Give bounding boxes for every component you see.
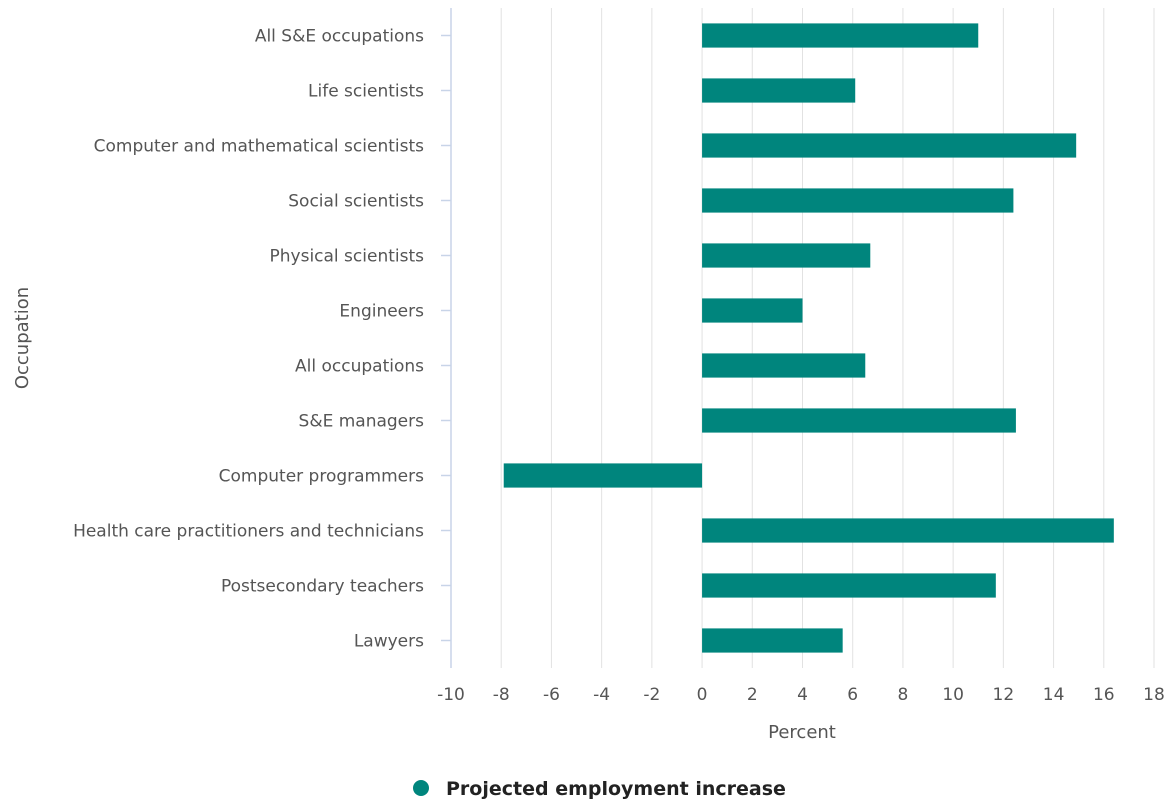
x-tick-label: 0 <box>697 685 708 705</box>
category-label: Health care practitioners and technician… <box>73 522 424 542</box>
category-label: All S&E occupations <box>255 27 424 47</box>
x-tick-label: -4 <box>593 685 610 705</box>
x-tick-label: 16 <box>1093 685 1115 705</box>
category-label: Computer programmers <box>219 467 424 487</box>
category-label: Social scientists <box>288 192 424 212</box>
x-tick-label: 8 <box>898 685 909 705</box>
x-tick-label: 10 <box>942 685 964 705</box>
bar[interactable] <box>702 628 843 653</box>
category-label: Postsecondary teachers <box>221 577 424 597</box>
bar[interactable] <box>702 353 866 378</box>
bar[interactable] <box>702 408 1016 433</box>
bar[interactable] <box>702 243 871 268</box>
x-tick-label: 2 <box>747 685 758 705</box>
bars <box>503 23 1114 653</box>
y-axis-title: Occupation <box>12 287 33 389</box>
category-label: Physical scientists <box>270 247 425 267</box>
bar[interactable] <box>702 188 1014 213</box>
x-tick-label: -6 <box>543 685 560 705</box>
category-labels: All S&E occupations Life scientists Comput… <box>73 27 424 652</box>
bar[interactable] <box>702 518 1114 543</box>
category-label: Computer and mathematical scientists <box>94 137 425 157</box>
x-tick-label: 12 <box>993 685 1015 705</box>
x-tick-label: 6 <box>847 685 858 705</box>
bar[interactable] <box>702 298 803 323</box>
gridlines <box>500 8 1155 668</box>
x-tick-label: 14 <box>1043 685 1065 705</box>
category-label: Lawyers <box>354 632 424 652</box>
x-tick-label: 18 <box>1143 685 1165 705</box>
x-tick-label: -2 <box>643 685 660 705</box>
category-label: All occupations <box>295 357 424 377</box>
x-tick-labels: -10 -8 -6 -4 -2 0 2 4 6 8 10 12 14 16 18 <box>437 685 1165 705</box>
x-tick-label: -8 <box>493 685 510 705</box>
x-axis-title: Percent <box>768 722 836 743</box>
category-label: Life scientists <box>308 82 424 102</box>
bar[interactable] <box>702 23 979 48</box>
legend-label[interactable]: Projected employment increase <box>446 778 786 800</box>
y-axis <box>441 8 452 668</box>
bar[interactable] <box>702 133 1077 158</box>
category-label: S&E managers <box>299 412 425 432</box>
bar[interactable] <box>702 78 856 103</box>
bar[interactable] <box>702 573 996 598</box>
legend-marker[interactable] <box>413 780 429 796</box>
bar[interactable] <box>503 463 703 488</box>
x-tick-label: 4 <box>797 685 808 705</box>
x-tick-label: -10 <box>437 685 465 705</box>
category-label: Engineers <box>339 302 424 322</box>
legend[interactable]: Projected employment increase <box>413 778 786 800</box>
